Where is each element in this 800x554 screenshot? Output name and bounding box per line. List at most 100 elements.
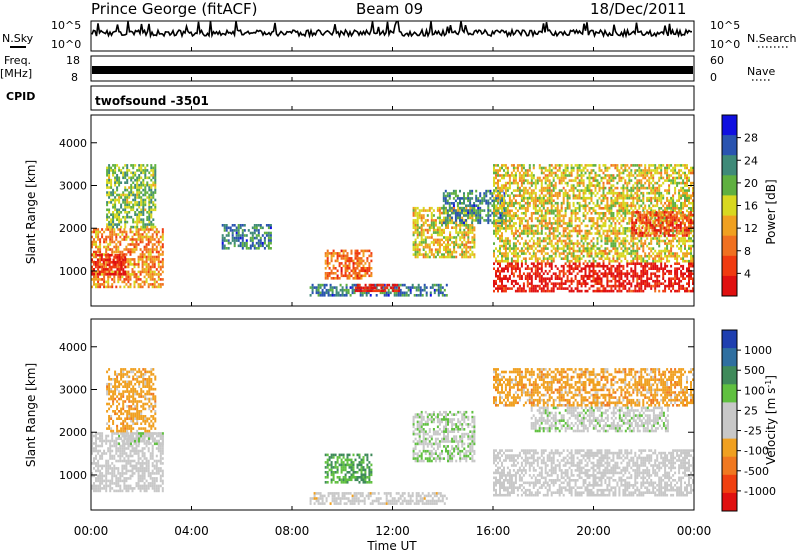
- powerData-cell-10: [534, 232, 537, 235]
- powerData-cell-9: [686, 274, 688, 278]
- powerData-cell-10: [620, 194, 623, 197]
- powerData-cell-4: [346, 257, 349, 260]
- powerData-cell-0: [109, 275, 112, 279]
- powerData-cell-7: [426, 243, 429, 247]
- powerData-cell-0: [99, 245, 102, 249]
- powerData-cell-5: [399, 294, 402, 297]
- powerData-cell-6: [396, 283, 399, 287]
- powerData-cell-0: [93, 255, 95, 259]
- powerData-cell-0: [155, 258, 158, 261]
- powerData-cell-4: [326, 272, 329, 275]
- powerData-cell-9: [536, 274, 539, 278]
- powerData-cell-9: [676, 269, 679, 273]
- powerData-cell-10: [532, 204, 535, 208]
- powerData-cell-0: [91, 265, 93, 269]
- powerData-cell-7: [453, 250, 456, 254]
- powerData-cell-2: [122, 191, 125, 194]
- powerData-cell-10: [548, 169, 551, 172]
- powerData-cell-9: [610, 272, 613, 275]
- powerData-cell-10: [532, 254, 535, 258]
- powerData-cell-0: [157, 278, 160, 281]
- powerData-cell-10: [556, 224, 559, 228]
- powerData-cell-0: [127, 235, 130, 239]
- powerData-cell-10: [503, 204, 505, 208]
- freq-label-top: Freq.: [4, 54, 31, 67]
- powerData-cell-10: [548, 254, 551, 258]
- powerData-cell-10: [642, 169, 645, 172]
- powerData-cell-10: [572, 186, 575, 190]
- powerData-cell-5: [387, 291, 390, 295]
- powerData-cell-2: [106, 215, 109, 219]
- powerData-cell-9: [652, 272, 655, 275]
- powerData-cell-10: [636, 189, 639, 192]
- powerData-cell-3: [237, 244, 240, 248]
- powerData-cell-10: [648, 176, 651, 180]
- powerData-cell-9: [570, 272, 573, 275]
- powerData-cell-7: [420, 228, 423, 232]
- powerData-cell-10: [572, 212, 575, 215]
- powerData-cell-9: [512, 264, 515, 268]
- powerData-cell-8: [485, 199, 488, 203]
- powerData-cell-9: [648, 284, 651, 288]
- powerData-cell-9: [584, 267, 587, 270]
- powerData-cell-10: [574, 194, 577, 197]
- powerData-cell-10: [558, 239, 561, 243]
- powerData-cell-10: [582, 242, 585, 245]
- powerData-cell-10: [572, 204, 575, 208]
- powerData-cell-9: [686, 287, 688, 290]
- powerData-cell-10: [495, 247, 497, 250]
- powerData-cell-10: [556, 164, 559, 167]
- powerData-cell-0: [95, 273, 97, 276]
- powerData-cell-9: [668, 272, 671, 275]
- powerData-cell-10: [628, 242, 631, 245]
- powerData-cell-10: [636, 201, 639, 205]
- powerData-cell-9: [570, 282, 573, 285]
- powerData-cell-7: [473, 226, 476, 229]
- powerData-cell-6: [372, 286, 375, 290]
- powerData-cell-2: [108, 201, 111, 204]
- powerData-cell-4: [334, 252, 337, 255]
- powerData-cell-10: [614, 229, 617, 233]
- powerData-cell-10: [566, 166, 569, 170]
- powerData-cell-2: [138, 164, 141, 167]
- powerData-cell-7: [467, 233, 470, 237]
- powerData-cell-7: [473, 236, 476, 239]
- powerData-cell-2: [112, 164, 115, 167]
- powerData-cell-2: [138, 186, 141, 189]
- powerData-cell-10: [552, 184, 555, 187]
- powerData-cell-2: [132, 220, 135, 224]
- powerData-cell-10: [540, 212, 543, 215]
- powerData-cell-10: [508, 194, 511, 197]
- powerData-cell-10: [620, 232, 623, 235]
- powerData-cell-10: [556, 219, 559, 223]
- powerData-cell-6: [360, 286, 363, 290]
- powerData-cell-10: [572, 196, 575, 200]
- powerData-cell-10: [530, 257, 533, 260]
- powerData-cell-10: [512, 222, 515, 225]
- powerData-cell-10: [518, 217, 521, 220]
- powerData-cell-2: [122, 193, 125, 197]
- powerData-cell-10: [570, 179, 573, 182]
- powerData-cell-10: [497, 207, 499, 210]
- powerData-cell-9: [590, 274, 593, 278]
- powerData-cell-10: [497, 232, 499, 235]
- powerData-cell-9: [584, 289, 587, 293]
- powerData-cell-0: [95, 240, 97, 244]
- powerData-cell-7: [445, 250, 447, 254]
- powerData-cell-10: [564, 209, 567, 213]
- powerData-cell-7: [434, 219, 437, 222]
- powerData-cell-9: [678, 287, 681, 290]
- powerData-cell-9: [680, 272, 683, 275]
- powerData-cell-7: [420, 243, 423, 247]
- powerData-cell-0: [107, 278, 110, 281]
- powerData-cell-5: [329, 283, 332, 287]
- powerData-cell-10: [574, 227, 577, 230]
- powerData-cell-10: [596, 224, 599, 228]
- powerData-cell-8: [448, 214, 451, 217]
- powerData-cell-10: [596, 237, 599, 240]
- powerData-cell-7: [457, 243, 460, 247]
- powerData-cell-6: [354, 286, 357, 290]
- powerData-cell-10: [606, 199, 609, 202]
- powerData-cell-10: [534, 229, 537, 233]
- powerData-cell-10: [530, 217, 533, 220]
